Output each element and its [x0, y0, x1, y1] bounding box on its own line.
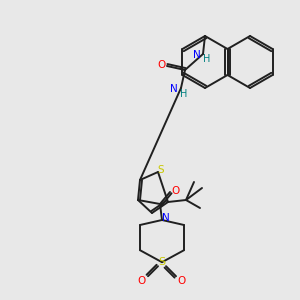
Text: S: S: [158, 257, 166, 267]
Text: O: O: [171, 186, 179, 196]
Text: H: H: [203, 54, 211, 64]
Text: S: S: [158, 165, 164, 175]
Text: H: H: [180, 89, 188, 99]
Text: N: N: [193, 50, 201, 60]
Text: O: O: [138, 276, 146, 286]
Text: O: O: [158, 60, 166, 70]
Text: O: O: [178, 276, 186, 286]
Text: N: N: [162, 213, 170, 223]
Text: N: N: [170, 84, 178, 94]
